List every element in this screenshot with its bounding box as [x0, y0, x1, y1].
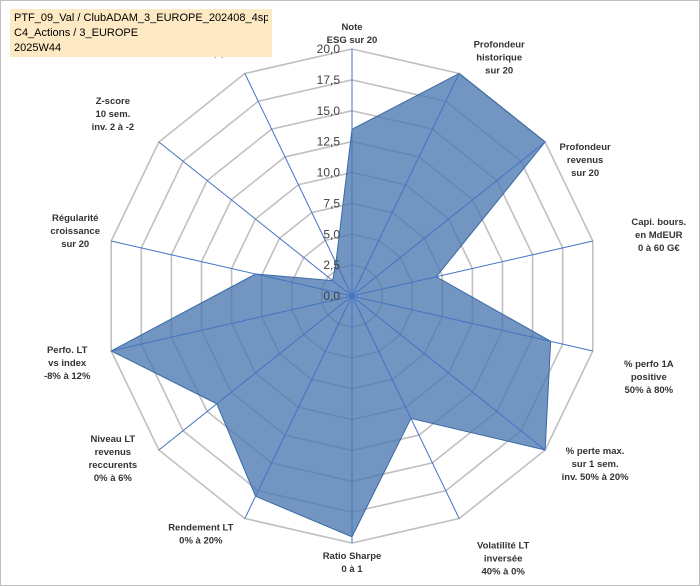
axis-spoke — [111, 240, 353, 297]
axis-label: Z-score 10 sem. inv. 2 à -2 — [92, 96, 135, 133]
title-line-2: C4_Actions / 3_EUROPE — [14, 27, 139, 39]
tick-label: 17,5 — [317, 73, 341, 87]
axis-label: Rendement LT 0% à 20% — [168, 523, 233, 547]
axis-label: Perfo. LT vs index -8% à 12% — [44, 345, 91, 382]
axis-spoke — [351, 141, 546, 297]
axis-label: Volatilité LT inversée 40% à 0% — [477, 541, 530, 578]
axis-label: Régularité croissance sur 20 — [50, 213, 100, 250]
axis-spoke — [351, 295, 460, 519]
axis-label: Ratio Sharpe 0 à 1 — [323, 551, 382, 575]
tick-label: 0,0 — [323, 289, 340, 303]
axis-spoke — [158, 295, 353, 451]
axis-label: Niveau LT revenus reccurents 0% à 6% — [89, 434, 138, 484]
tick-label: 12,5 — [317, 135, 341, 149]
axis-label: Note ESG sur 20 — [327, 22, 378, 46]
title-line-1: PTF_09_Val / ClubADAM_3_EUROPE_202408_4s… — [14, 12, 268, 24]
axis-spoke — [244, 73, 353, 297]
tick-label: 5,0 — [323, 227, 340, 241]
chart-title-box: PTF_09_Val / ClubADAM_3_EUROPE_202408_4s… — [10, 9, 272, 57]
axis-spoke — [244, 295, 353, 519]
axis-label: Profondeur historique sur 20 — [474, 39, 525, 76]
title-line-3: 2025W44 — [14, 42, 62, 54]
axis-spoke — [351, 240, 593, 297]
axis-spoke — [158, 141, 353, 297]
axis-label: % perte max. sur 1 sem. inv. 50% à 20% — [562, 446, 629, 483]
axis-spoke — [351, 73, 460, 297]
tick-label: 10,0 — [317, 166, 341, 180]
tick-label: 20,0 — [317, 42, 341, 56]
axis-label: Profondeur revenus sur 20 — [560, 142, 611, 179]
axis-label: % perfo 1A positive 50% à 80% — [624, 359, 674, 396]
axis-spoke — [351, 295, 593, 352]
tick-label: 15,0 — [317, 104, 341, 118]
tick-label: 2,5 — [323, 258, 340, 272]
axis-spoke — [111, 295, 353, 352]
tick-label: 7,5 — [323, 196, 340, 210]
axis-spoke — [351, 295, 546, 451]
axis-label: Capi. bours. en MdEUR 0 à 60 G€ — [631, 217, 686, 254]
